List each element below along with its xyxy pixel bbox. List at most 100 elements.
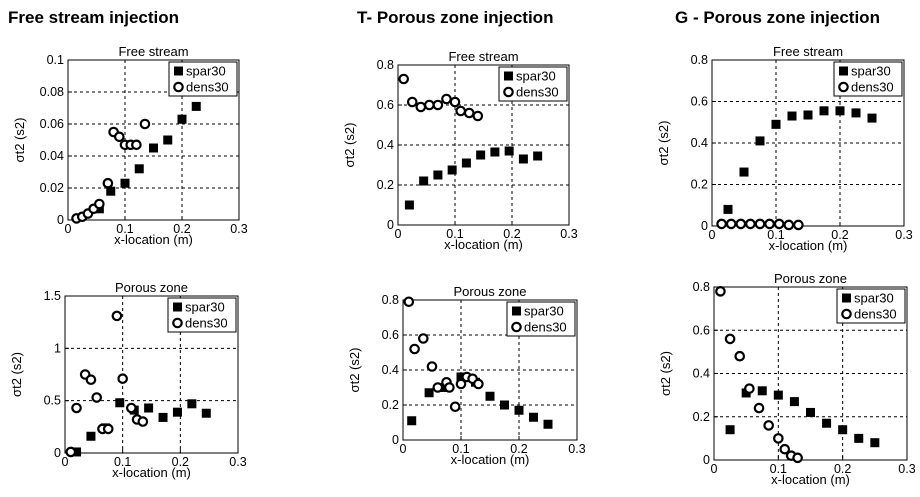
data-point-dens30 <box>734 350 746 362</box>
chart-panel-6: 0 0.1 0.2 0.3 0 0.2 0.4 0.6 0.8 Porous zone x-loca… <box>658 271 916 487</box>
x-axis-label: x-location (m) <box>444 237 523 252</box>
legend-marker-dens30 <box>511 321 522 333</box>
y-tick-label: 0 <box>392 433 399 447</box>
plot-area-frame <box>64 295 239 454</box>
data-point-spar30 <box>500 400 509 410</box>
data-point-spar30 <box>867 113 877 123</box>
data-point-dens30 <box>449 401 461 413</box>
data-point-dens30 <box>441 93 452 105</box>
data-point-dens30 <box>463 107 475 119</box>
legend-label-spar30: spar30 <box>524 304 564 319</box>
y-axis-label: σt2 (s2) <box>342 123 357 168</box>
chart-title: Free stream <box>118 44 188 59</box>
data-point-dens30 <box>102 177 114 189</box>
x-tick-label: 0.1 <box>116 222 133 236</box>
data-point-dens30 <box>472 110 484 122</box>
x-tick-label: 0 <box>400 442 407 456</box>
y-tick-label: 0.6 <box>693 323 710 337</box>
data-point-dens30 <box>455 378 467 390</box>
data-point-dens30 <box>426 361 438 372</box>
y-tick-label: 0.8 <box>382 293 399 307</box>
data-point-spar30 <box>771 119 781 129</box>
x-tick-label: 0.3 <box>568 442 585 456</box>
x-tick-label: 0 <box>395 227 402 241</box>
legend-label-dens30: dens30 <box>851 80 894 95</box>
data-point-dens30 <box>792 452 803 464</box>
chart-panel-5: 0 0.1 0.2 0.3 0 0.2 0.4 0.6 0.8 Porous zone x-loca… <box>347 284 586 467</box>
legend-marker-spar30 <box>173 302 182 312</box>
column-title-t-porous-zone-injection: T- Porous zone injection <box>357 8 554 27</box>
legend-marker-spar30 <box>504 71 513 81</box>
data-point-dens30 <box>745 218 756 230</box>
data-point-dens30 <box>779 443 791 455</box>
y-tick-label: 0 <box>54 446 61 460</box>
data-point-dens30 <box>725 218 737 230</box>
legend-marker-spar30 <box>174 66 183 76</box>
x-tick-label: 0.1 <box>446 227 463 241</box>
data-point-dens30 <box>715 286 726 297</box>
data-point-spar30 <box>533 151 543 161</box>
data-point-dens30 <box>91 392 103 403</box>
data-point-spar30 <box>424 388 434 398</box>
y-tick-label: 0.4 <box>693 367 710 381</box>
data-point-spar30 <box>725 425 735 435</box>
y-tick-label: 0.4 <box>382 363 399 377</box>
data-point-spar30 <box>456 372 466 382</box>
y-axis-label: σt2 (s2) <box>347 348 362 393</box>
data-point-spar30 <box>819 106 829 116</box>
data-point-dens30 <box>117 373 128 384</box>
data-point-spar30 <box>106 186 116 196</box>
y-tick-label: 0.8 <box>377 58 394 72</box>
y-tick-label: 0.04 <box>40 149 64 163</box>
data-point-dens30 <box>754 218 766 230</box>
chart-title: Porous zone <box>774 271 847 286</box>
legend-label-dens30: dens30 <box>516 85 559 100</box>
x-tick-label: 0.2 <box>834 462 851 476</box>
x-tick-label: 0.2 <box>503 227 520 241</box>
legend-label-spar30: spar30 <box>516 69 556 84</box>
data-point-dens30 <box>102 423 114 435</box>
data-point-dens30 <box>783 219 795 231</box>
x-axis-label: x-location (m) <box>451 452 530 467</box>
legend-label-spar30: spar30 <box>185 300 225 315</box>
legend-label-dens30: dens30 <box>186 80 229 95</box>
data-point-spar30 <box>191 101 201 111</box>
x-tick-label: 0 <box>709 228 716 242</box>
plot-area-frame <box>67 59 240 221</box>
data-point-dens30 <box>424 99 435 111</box>
legend-marker-dens30 <box>503 86 514 98</box>
data-point-spar30 <box>407 416 417 426</box>
data-point-dens30 <box>403 296 415 308</box>
data-point-dens30 <box>455 105 466 117</box>
data-point-spar30 <box>433 170 443 180</box>
legend-label-spar30: spar30 <box>186 64 226 79</box>
data-point-spar30 <box>806 407 815 417</box>
y-tick-label: 0.2 <box>693 410 710 424</box>
y-tick-label: 0.1 <box>47 53 64 67</box>
data-point-dens30 <box>716 218 727 230</box>
y-tick-label: 1 <box>54 341 61 355</box>
x-tick-label: 0.2 <box>173 222 190 236</box>
data-point-dens30 <box>444 382 455 393</box>
x-tick-label: 0.3 <box>898 462 915 476</box>
legend-marker-dens30 <box>841 308 852 320</box>
chart-title: Porous zone <box>115 280 188 295</box>
y-tick-label: 0.08 <box>40 85 64 99</box>
data-point-dens30 <box>114 131 125 143</box>
x-tick-label: 0 <box>62 455 69 469</box>
data-point-spar30 <box>755 136 765 146</box>
legend-label-dens30: dens30 <box>185 316 228 331</box>
y-axis-label: σt2 (s2) <box>9 352 24 397</box>
data-point-spar30 <box>835 106 845 116</box>
data-point-dens30 <box>126 402 137 414</box>
data-point-spar30 <box>723 204 733 214</box>
data-point-dens30 <box>65 446 77 458</box>
y-tick-label: 0.5 <box>44 394 61 408</box>
data-point-spar30 <box>476 150 486 160</box>
data-point-spar30 <box>115 398 125 408</box>
data-point-dens30 <box>139 118 151 130</box>
